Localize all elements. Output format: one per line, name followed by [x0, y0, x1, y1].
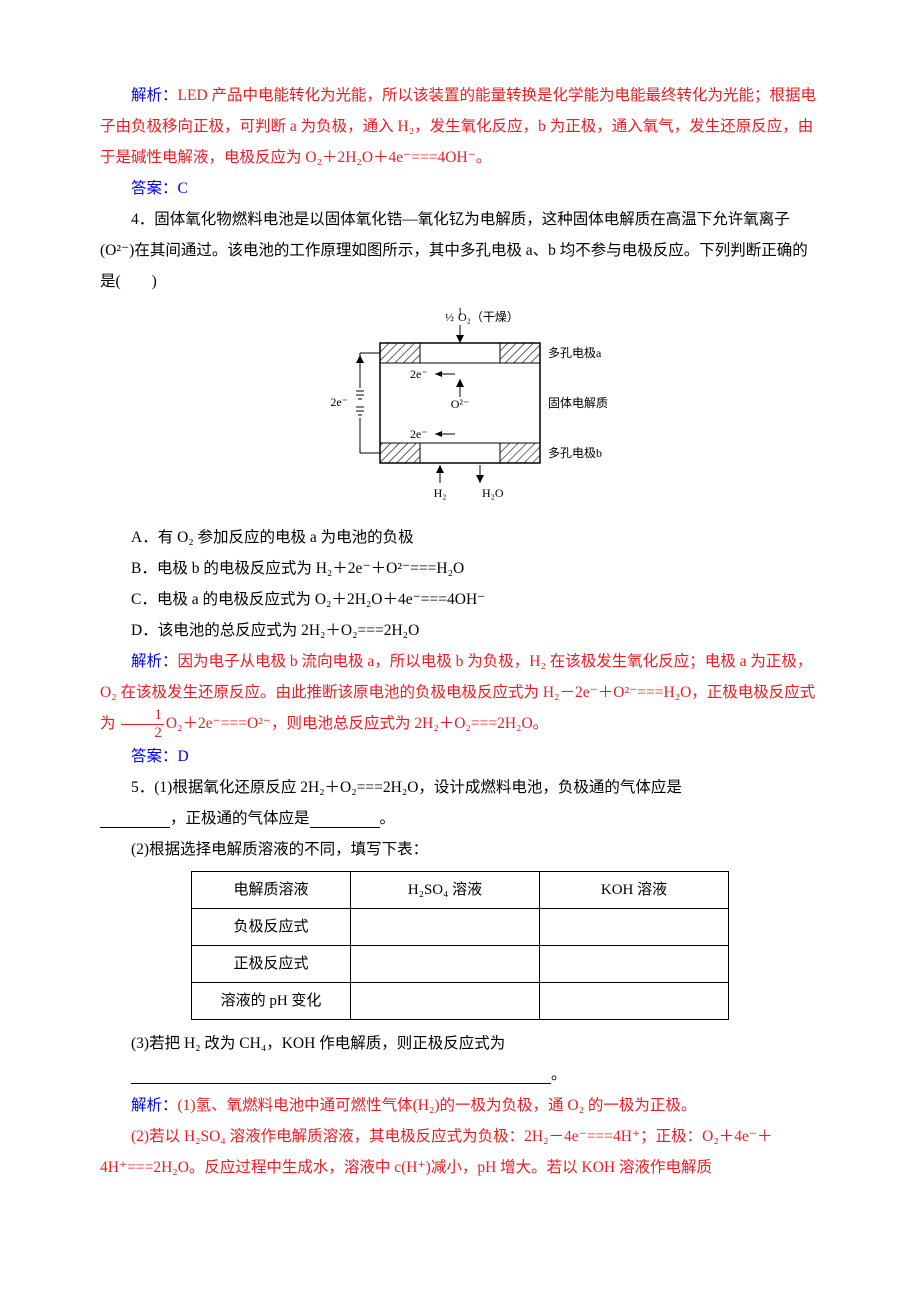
- q4-option-c: C．电极 a 的电极反应式为 O₂＋2H₂O＋4e⁻===4OH⁻: [100, 584, 820, 615]
- table-row: 正极反应式: [192, 946, 729, 983]
- svg-text:O₂（干燥）: O₂（干燥）: [458, 310, 519, 324]
- q5-part1-c: 。: [380, 810, 396, 827]
- q5-part3: (3)若把 H₂ 改为 CH₄，KOH 作电解质，则正极反应式为: [100, 1028, 820, 1059]
- table-row: 负极反应式: [192, 909, 729, 946]
- q5-explain-1-text: (1)氢、氧燃料电池中通可燃性气体(H₂)的一极为负极，通 O₂ 的一极为正极。: [178, 1097, 697, 1114]
- table-row: 溶液的 pH 变化: [192, 983, 729, 1020]
- svg-text:½: ½: [445, 310, 454, 324]
- table-cell: [540, 983, 729, 1020]
- explain-label: 解析：: [131, 1097, 178, 1114]
- answer-label: 答案：: [131, 180, 178, 197]
- q5-explain-2: (2)若以 H₂SO₄ 溶液作电解质溶液，其电极反应式为负极：2H₂－4e⁻==…: [100, 1121, 820, 1183]
- table-cell: [540, 909, 729, 946]
- q4-option-a: A．有 O₂ 参加反应的电极 a 为电池的负极: [100, 522, 820, 553]
- q4-figure: 1 ½ O₂（干燥） 2e⁻ 2e⁻ O²⁻ 多孔电极a 固体电解质 多孔电极b…: [100, 303, 820, 514]
- q3-answer: 答案：C: [100, 173, 820, 204]
- q4-explanation: 解析：因为电子从电极 b 流向电极 a，所以电极 b 为负极，H₂ 在该极发生氧…: [100, 646, 820, 741]
- explain-label: 解析：: [131, 87, 178, 104]
- figure-label-mid: 固体电解质: [548, 396, 608, 410]
- table-header: H₂SO₄ 溶液: [351, 872, 540, 909]
- q5-part1-a: (1)根据氧化还原反应 2H₂＋O₂===2H₂O，设计成燃料电池，负极通的气体…: [154, 779, 682, 796]
- blank-positive-gas: [310, 811, 380, 828]
- table-row: 电解质溶液 H₂SO₄ 溶液 KOH 溶液: [192, 872, 729, 909]
- svg-text:2e⁻: 2e⁻: [330, 395, 348, 409]
- q4-explain-2: O₂＋2e⁻===O²⁻，则电池总反应式为 2H₂＋O₂===2H₂O。: [166, 715, 548, 732]
- svg-text:H₂: H₂: [434, 486, 447, 500]
- explain-label: 解析：: [131, 653, 178, 670]
- svg-text:2e⁻: 2e⁻: [410, 367, 428, 381]
- table-header: 电解质溶液: [192, 872, 351, 909]
- blank-negative-gas: [100, 811, 170, 828]
- q4-number: 4．: [131, 211, 154, 228]
- electrolyte-table: 电解质溶液 H₂SO₄ 溶液 KOH 溶液 负极反应式 正极反应式 溶液的 pH…: [191, 871, 729, 1020]
- table-cell: [351, 946, 540, 983]
- q3-explanation: 解析：LED 产品中电能转化为光能，所以该装置的能量转换是化学能为电能最终转化为…: [100, 80, 820, 173]
- q5-part3-end: 。: [551, 1066, 567, 1083]
- table-cell: 溶液的 pH 变化: [192, 983, 351, 1020]
- q4-option-d: D．该电池的总反应式为 2H₂＋O₂===2H₂O: [100, 615, 820, 646]
- q4-answer-value: D: [178, 748, 189, 765]
- q4-stem-text: 固体氧化物燃料电池是以固体氧化锆—氧化钇为电解质，这种固体电解质在高温下允许氧离…: [100, 211, 808, 290]
- q5-part2: (2)根据选择电解质溶液的不同，填写下表：: [100, 834, 820, 865]
- table-cell: 正极反应式: [192, 946, 351, 983]
- table-cell: [351, 909, 540, 946]
- q5-part1: 5．(1)根据氧化还原反应 2H₂＋O₂===2H₂O，设计成燃料电池，负极通的…: [100, 772, 820, 803]
- table-cell: [351, 983, 540, 1020]
- svg-text:O²⁻: O²⁻: [451, 397, 470, 411]
- q5-explain-1: 解析：(1)氢、氧燃料电池中通可燃性气体(H₂)的一极为负极，通 O₂ 的一极为…: [100, 1090, 820, 1121]
- q3-explain-text: LED 产品中电能转化为光能，所以该装置的能量转换是化学能为电能最终转化为光能；…: [100, 87, 816, 166]
- answer-label: 答案：: [131, 748, 178, 765]
- fuel-cell-diagram: 1 ½ O₂（干燥） 2e⁻ 2e⁻ O²⁻ 多孔电极a 固体电解质 多孔电极b…: [310, 303, 610, 503]
- figure-label-a: 多孔电极a: [548, 346, 602, 360]
- q5-part1-b: ，正极通的气体应是: [170, 810, 310, 827]
- q3-answer-value: C: [178, 180, 188, 197]
- q4-stem: 4．固体氧化物燃料电池是以固体氧化锆—氧化钇为电解质，这种固体电解质在高温下允许…: [100, 204, 820, 297]
- q4-option-b: B．电极 b 的电极反应式为 H₂＋2e⁻＋O²⁻===H₂O: [100, 553, 820, 584]
- fraction-icon: 12: [121, 708, 164, 741]
- q5-part3-blank-line: 。: [100, 1059, 820, 1090]
- q4-answer: 答案：D: [100, 741, 820, 772]
- table-header: KOH 溶液: [540, 872, 729, 909]
- blank-cathode-equation: [131, 1067, 551, 1084]
- svg-text:H₂O: H₂O: [482, 486, 504, 500]
- table-cell: 负极反应式: [192, 909, 351, 946]
- table-cell: [540, 946, 729, 983]
- q5-part1-blanks: ，正极通的气体应是 。: [100, 803, 820, 834]
- svg-text:2e⁻: 2e⁻: [410, 427, 428, 441]
- q5-number: 5．: [131, 779, 154, 796]
- figure-label-b: 多孔电极b: [548, 446, 602, 460]
